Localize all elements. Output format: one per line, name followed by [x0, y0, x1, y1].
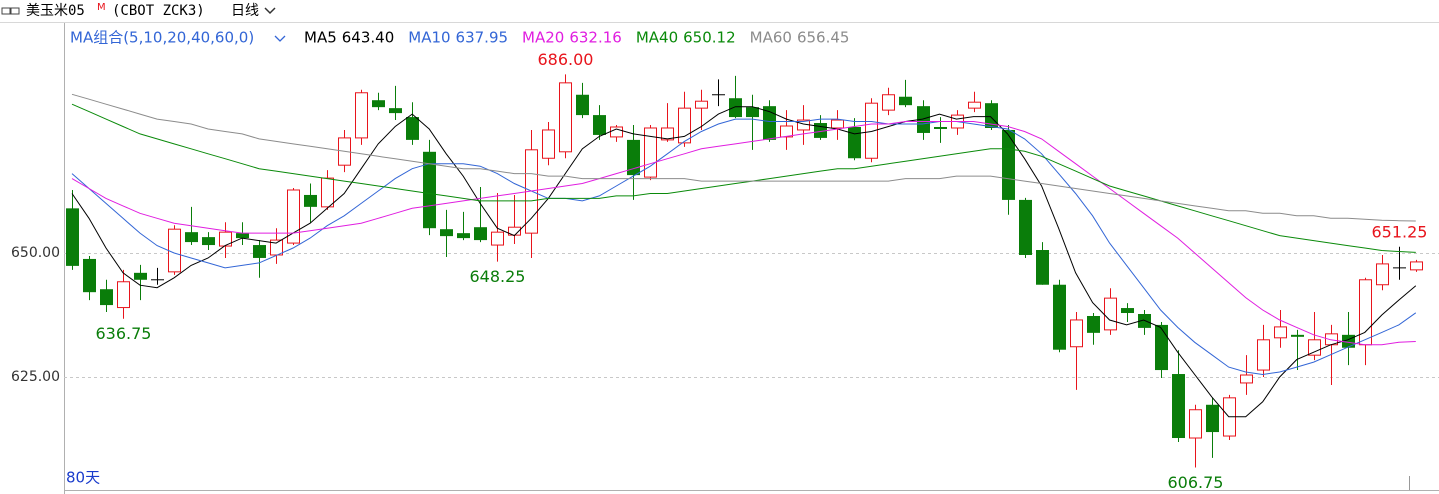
period[interactable]: 日线	[231, 3, 259, 19]
legend-value: 632.16	[569, 29, 622, 47]
candle-body	[576, 94, 589, 116]
candle-body	[372, 100, 385, 108]
candle-body	[304, 194, 317, 207]
candle-body	[917, 106, 930, 133]
candle-body	[253, 245, 266, 258]
candle-body	[83, 258, 96, 293]
ma-line	[71, 106, 1417, 418]
candle-body	[1172, 374, 1185, 439]
candle-body	[355, 92, 368, 139]
candle-body	[1121, 308, 1134, 314]
y-tick-label: 650.00	[11, 245, 60, 261]
candle-body	[968, 101, 981, 109]
candle-body	[134, 272, 147, 280]
candle-body	[661, 127, 674, 141]
candle-body	[321, 177, 334, 208]
high-label: 686.00	[538, 50, 594, 69]
high-label: 651.25	[1372, 222, 1428, 241]
legend-name: MA60	[750, 29, 792, 47]
candle-body	[423, 151, 436, 229]
title-mark: M	[97, 2, 106, 13]
candle-body	[389, 108, 402, 114]
ma-group-caret[interactable]	[274, 35, 286, 42]
legend-value: 637.95	[456, 29, 509, 47]
candle-body	[1070, 319, 1083, 348]
menu-icon[interactable]	[1, 7, 20, 15]
candle-body	[491, 231, 504, 246]
ma-line	[71, 118, 1417, 376]
candle-body	[1019, 199, 1032, 255]
candle-body	[1308, 339, 1321, 356]
candle-body	[1240, 374, 1253, 384]
symbol: (CBOT ZCK3)	[112, 3, 205, 19]
instrument-title: 美玉米05	[26, 3, 85, 19]
legend-value: 643.40	[342, 29, 395, 47]
candle-body	[882, 94, 895, 111]
period-caret[interactable]	[264, 7, 276, 15]
candle-body	[695, 100, 708, 109]
ma-line	[71, 93, 1416, 222]
candle-body	[202, 237, 215, 246]
candle-body	[1104, 297, 1117, 331]
candle-body	[1002, 129, 1015, 200]
candle-body	[1359, 279, 1372, 346]
candle-body	[1257, 339, 1270, 371]
candle-body	[746, 107, 759, 118]
candle-body	[1036, 250, 1049, 285]
candle-body	[899, 96, 912, 106]
candle-body	[763, 106, 776, 140]
candle-body	[1087, 315, 1100, 333]
candle-body	[219, 231, 232, 247]
candle-body	[1410, 261, 1423, 271]
candle-body	[593, 115, 606, 135]
ma-line	[71, 103, 1416, 253]
candle-body	[865, 102, 878, 159]
days-label: 80天	[66, 469, 100, 487]
candle-body	[185, 232, 198, 243]
candle-body	[406, 117, 419, 140]
legend-value: 656.45	[797, 29, 850, 47]
candle-body	[100, 289, 113, 306]
legend-name: MA5	[304, 29, 337, 47]
candle-body	[236, 233, 249, 239]
low-label: 606.75	[1168, 473, 1224, 492]
candle-body	[1376, 263, 1389, 286]
candle-body	[985, 103, 998, 128]
candle-body	[934, 126, 947, 129]
candle-body	[287, 189, 300, 244]
candle-body	[66, 208, 79, 266]
candle-body	[729, 98, 742, 118]
candle-body	[1291, 334, 1304, 337]
candle-body	[780, 125, 793, 138]
candle-body	[1274, 326, 1287, 339]
legend-name: MA40	[636, 29, 678, 47]
candle-body	[678, 107, 691, 144]
y-tick-label: 625.00	[11, 369, 60, 385]
candle-body	[117, 281, 130, 309]
legend-value: 650.12	[683, 29, 736, 47]
candle-body	[831, 119, 844, 129]
candle-body	[848, 126, 861, 159]
low-label: 636.75	[96, 324, 152, 343]
candle-body	[627, 139, 640, 176]
ma-line	[71, 121, 1416, 346]
candle-body	[474, 227, 487, 241]
candle-body	[457, 233, 470, 239]
legend-name: MA10	[408, 29, 450, 47]
candle-body	[559, 82, 572, 153]
candle-body	[1053, 284, 1066, 350]
candle-body	[1206, 404, 1219, 433]
candle-body	[1189, 409, 1202, 439]
candle-body	[1155, 324, 1168, 371]
candle-body	[610, 126, 623, 138]
ma-group[interactable]: MA组合(5,10,20,40,60,0)	[70, 29, 254, 47]
low-label: 648.25	[470, 267, 526, 286]
legend-name: MA20	[522, 29, 564, 47]
candle-body	[542, 129, 555, 159]
candle-body	[1138, 314, 1151, 328]
candle-body	[168, 228, 181, 273]
candle-body	[440, 229, 453, 237]
